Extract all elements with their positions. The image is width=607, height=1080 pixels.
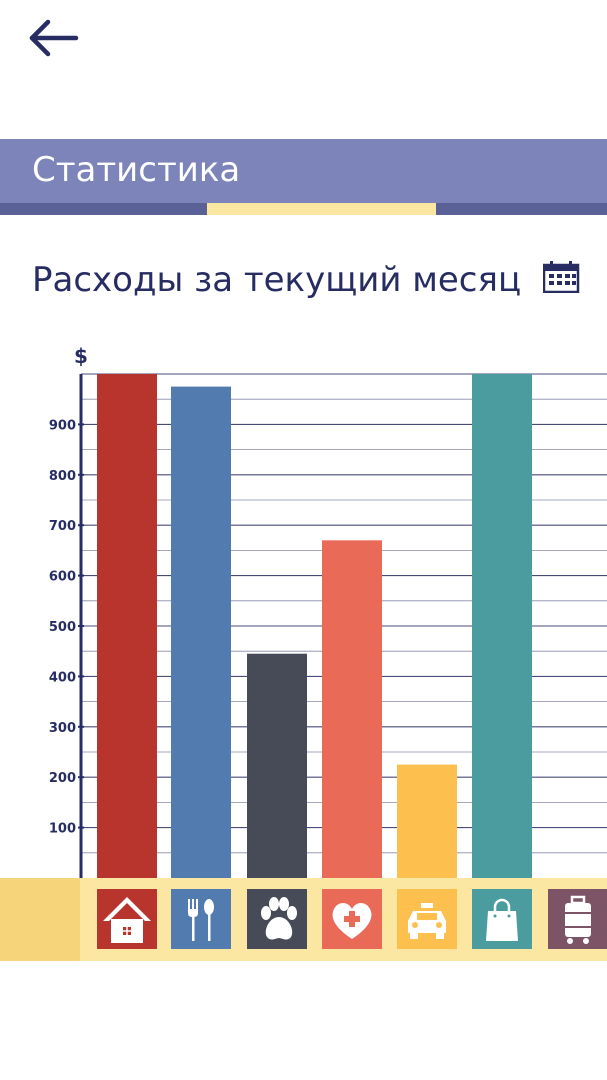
home-icon — [103, 897, 151, 943]
category-home-button[interactable] — [97, 889, 157, 949]
page-title: Расходы за текущий месяц — [32, 260, 522, 300]
category-travel-button[interactable] — [548, 889, 607, 949]
y-tick-labels: 100 200 300 400 500 600 700 800 900 — [49, 418, 84, 837]
category-icons-band-left — [0, 878, 80, 961]
y-tick-label: 700 — [49, 519, 76, 534]
bar-taxi[interactable] — [397, 764, 457, 878]
bar-medical-heart[interactable] — [322, 540, 382, 878]
bars — [97, 374, 532, 878]
y-axis-label: $ — [74, 344, 88, 368]
expense-bar-chart: 100 200 300 400 500 600 700 800 900 — [49, 373, 607, 880]
category-pets-button[interactable] — [247, 889, 307, 949]
section-header — [0, 139, 607, 203]
bar-paw[interactable] — [247, 653, 307, 878]
bar-fork-spoon[interactable] — [171, 386, 231, 878]
y-tick-label: 300 — [49, 721, 76, 736]
bar-shopping-bag[interactable] — [472, 374, 532, 878]
taxi-icon — [408, 903, 446, 939]
category-food-button[interactable] — [171, 889, 231, 949]
paw-icon — [261, 897, 297, 940]
calendar-icon — [542, 261, 580, 294]
y-tick-label: 400 — [49, 670, 76, 685]
fork-spoon-icon — [188, 899, 214, 941]
category-transport-button[interactable] — [397, 889, 457, 949]
y-tick-label: 800 — [49, 469, 76, 484]
y-tick-label: 900 — [49, 418, 76, 433]
luggage-icon — [565, 895, 591, 944]
tab-indicator[interactable] — [207, 203, 436, 215]
bar-home[interactable] — [97, 374, 157, 878]
category-health-button[interactable] — [322, 889, 382, 949]
y-tick-label: 500 — [49, 620, 76, 635]
calendar-button[interactable] — [542, 261, 581, 294]
medical-heart-icon — [332, 903, 372, 939]
section-title: Статистика — [32, 150, 241, 190]
shopping-bag-icon — [486, 898, 518, 941]
category-shopping-button[interactable] — [472, 889, 532, 949]
arrow-left-icon — [29, 19, 79, 57]
y-tick-label: 100 — [49, 822, 76, 837]
y-tick-label: 200 — [49, 771, 76, 786]
y-tick-label: 600 — [49, 570, 76, 585]
back-button[interactable] — [28, 18, 80, 58]
